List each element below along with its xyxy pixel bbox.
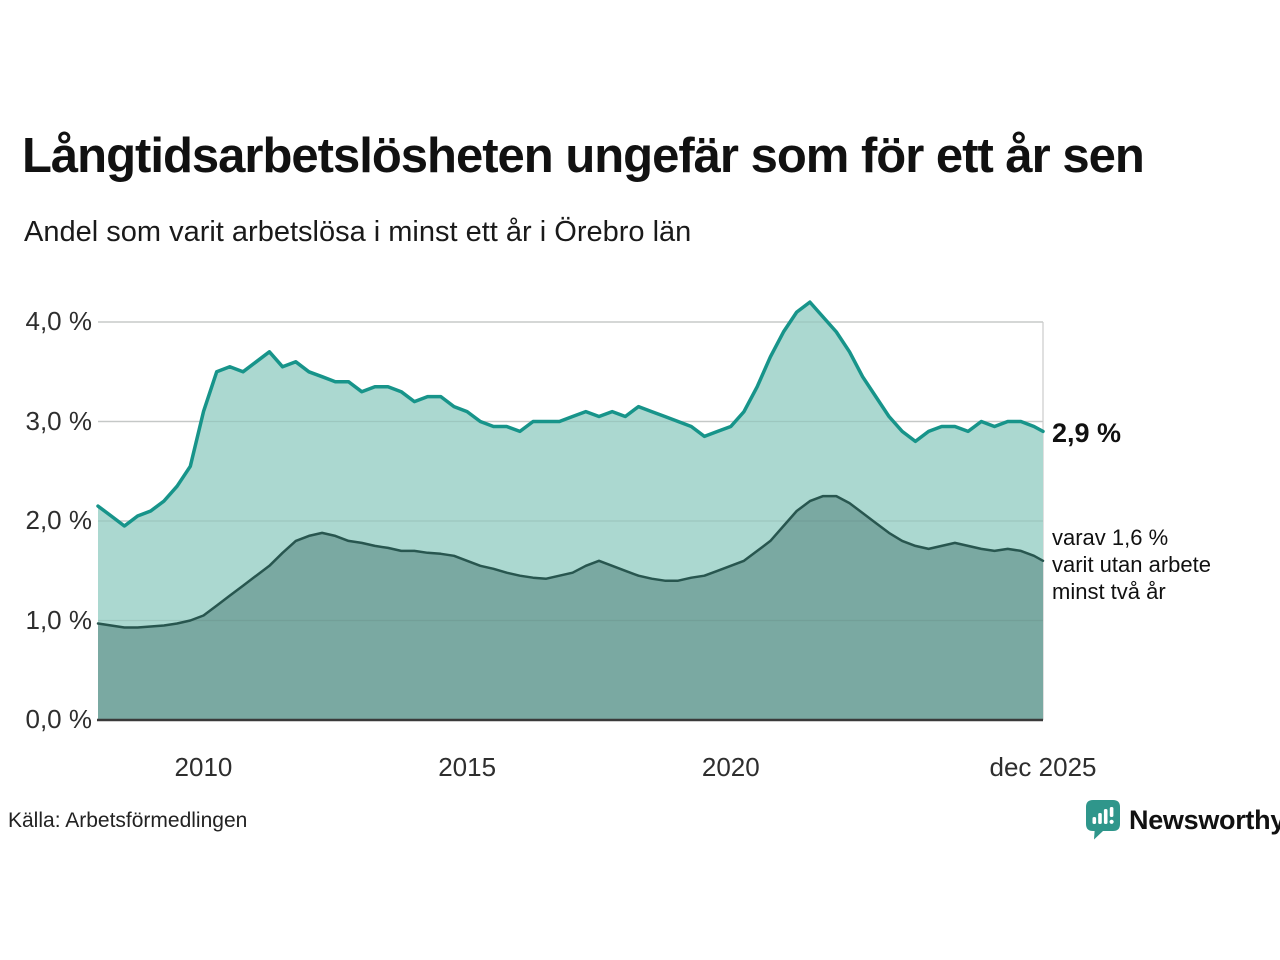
series-line xyxy=(96,494,1045,629)
x-axis-tick-label: 2015 xyxy=(438,752,497,782)
latest-value-annotation: 2,9 % xyxy=(1052,418,1122,448)
x-axis-tick-label: dec 2025 xyxy=(989,752,1097,782)
secondary-annotation-line: minst två år xyxy=(1052,579,1166,604)
y-axis-tick-label: 4,0 % xyxy=(25,306,93,336)
secondary-annotation-line: varav 1,6 % xyxy=(1052,525,1169,550)
x-axis-tick-label: 2020 xyxy=(701,752,760,782)
area-fill-1,6 % xyxy=(98,496,1043,720)
y-axis-tick-label: 3,0 % xyxy=(25,405,93,436)
newsworthy-logo[interactable]: Newsworthy xyxy=(1086,800,1280,840)
page-title: Långtidsarbetslösheten ungefär som för e… xyxy=(22,129,1145,183)
y-axis-tick-label: 0,0 % xyxy=(25,704,93,734)
series-line xyxy=(96,300,1045,528)
secondary-series-annotation: varav 1,6 % varit utan arbete minst två … xyxy=(1052,524,1211,605)
source-attribution: Källa: Arbetsförmedlingen xyxy=(8,809,248,832)
x-axis-tick-label: 2010 xyxy=(174,752,233,782)
y-axis-tick-label: 2,0 % xyxy=(25,505,93,535)
newsworthy-wordmark: Newsworthy xyxy=(1129,804,1280,835)
secondary-annotation-line: varit utan arbete xyxy=(1052,552,1211,577)
y-axis-tick-label: 1,0 % xyxy=(25,604,93,635)
newsworthy-bubble-bar-chart-icon xyxy=(1086,800,1120,840)
page-subtitle: Andel som varit arbetslösa i minst ett å… xyxy=(24,216,692,248)
